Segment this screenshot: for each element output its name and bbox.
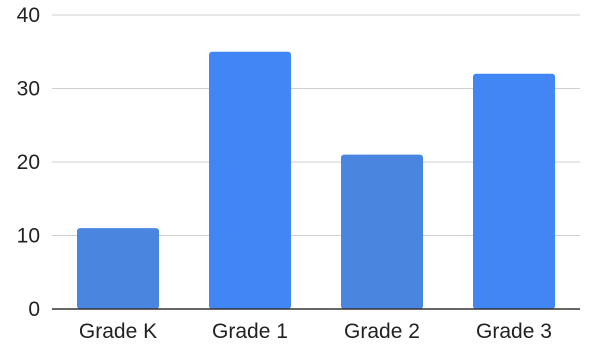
x-axis-tick-labels: Grade K Grade 1 Grade 2 Grade 3: [79, 320, 552, 343]
bar-grade-k: [77, 228, 159, 309]
y-tick-label: 10: [17, 225, 40, 248]
x-tick-label: Grade 3: [476, 320, 552, 343]
bars: [77, 51, 555, 309]
y-tick-label: 20: [17, 151, 40, 174]
y-tick-label: 30: [17, 78, 40, 101]
y-axis-tick-labels: 0 10 20 30 40: [17, 4, 40, 321]
x-tick-label: Grade K: [79, 320, 157, 343]
bar-grade-3: [473, 73, 555, 309]
y-tick-label: 0: [28, 298, 40, 321]
bar-grade-1: [209, 51, 291, 309]
y-tick-label: 40: [17, 4, 40, 27]
bar-grade-2: [341, 154, 423, 309]
x-tick-label: Grade 2: [344, 320, 420, 343]
x-tick-label: Grade 1: [212, 320, 288, 343]
